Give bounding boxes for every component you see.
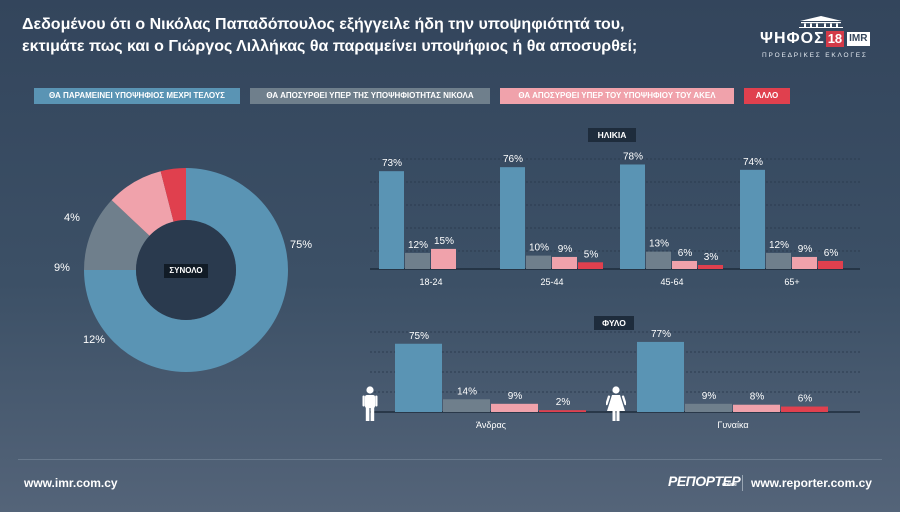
age-category-label: 18-24 [419, 277, 442, 287]
donut-slice-withdraw-nikola [84, 200, 150, 270]
donut-label-other: 4% [64, 212, 80, 224]
gender-value-label: 8% [750, 392, 765, 403]
pollster-logo: IMR [847, 32, 870, 46]
footer-divider [18, 459, 882, 460]
age-bar [620, 164, 645, 269]
reporter-logo: ΡΕΠΟΡΤΕΡ [668, 473, 741, 489]
gender-value-label: 75% [409, 331, 429, 342]
age-bar [578, 262, 603, 269]
age-bar [698, 264, 723, 269]
donut-center-label: ΣΥΝΟΛΟ [164, 264, 208, 278]
age-value-label: 9% [798, 244, 813, 255]
age-category-label: 65+ [784, 277, 799, 287]
age-bar [646, 251, 671, 269]
donut-label-withdraw-akel: 9% [54, 262, 70, 274]
age-value-label: 9% [558, 244, 573, 255]
age-bar [766, 252, 791, 269]
gender-category-label: Γυναίκα [717, 420, 748, 430]
age-bar [672, 260, 697, 269]
age-value-label: 3% [704, 252, 719, 263]
age-value-label: 73% [382, 158, 402, 169]
age-value-label: 76% [503, 154, 523, 165]
age-bar [552, 256, 577, 269]
donut-label-withdraw-nikola: 12% [83, 334, 105, 346]
legend-item-other: ΑΛΛΟ [744, 88, 790, 104]
age-value-label: 6% [824, 248, 839, 259]
gender-bar [539, 410, 586, 412]
age-bar [792, 256, 817, 269]
reporter-logo-sub: online [722, 482, 737, 488]
age-bar [526, 255, 551, 269]
age-value-label: 5% [584, 249, 599, 260]
age-category-label: 45-64 [660, 277, 683, 287]
gender-bar [733, 404, 780, 412]
gender-value-label: 2% [556, 397, 571, 408]
age-bar [379, 171, 404, 269]
age-bar [405, 252, 430, 269]
brand-logo: ΨΗΦΟΣ 18 IMR ΠΡΟΕΔΡΙΚΕΣ ΕΚΛΟΓΕΣ [760, 16, 882, 62]
gender-bar [443, 399, 490, 412]
gender-bar [491, 403, 538, 412]
age-value-label: 13% [649, 239, 669, 250]
chart-title: Δεδομένου ότι ο Νικόλας Παπαδόπουλος εξή… [22, 14, 662, 58]
age-value-label: 78% [623, 151, 643, 162]
gender-value-label: 6% [798, 394, 813, 405]
age-value-label: 15% [434, 236, 454, 247]
age-value-label: 12% [769, 240, 789, 251]
age-section-header: ΗΛΙΚΙΑ [588, 128, 636, 142]
age-bar [500, 167, 525, 269]
gender-bar [637, 341, 684, 412]
age-bar [431, 248, 456, 269]
donut-slice-remain [84, 168, 288, 372]
gender-bar [685, 403, 732, 412]
imr-website-link[interactable]: www.imr.com.cy [24, 476, 118, 490]
title-line-1: Δεδομένου ότι ο Νικόλας Παπαδόπουλος εξή… [22, 16, 625, 33]
legend-item-withdraw-nikola: ΘΑ ΑΠΟΣΥΡΘΕΙ ΥΠΕΡ ΤΗΣ ΥΠΟΨΗΦΙΟΤΗΤΑΣ ΝΙΚΟ… [250, 88, 490, 104]
donut-slice-other [160, 168, 186, 222]
age-value-label: 74% [743, 157, 763, 168]
gender-bar [395, 343, 442, 412]
age-value-label: 6% [678, 248, 693, 259]
footer-separator [742, 475, 743, 491]
gender-value-label: 77% [651, 329, 671, 340]
age-category-label: 25-44 [540, 277, 563, 287]
gender-bar [781, 406, 828, 412]
title-line-2: εκτιμάτε πως και ο Γιώργος Λιλλήκας θα π… [22, 38, 638, 55]
gender-section-header: ΦΥΛΟ [594, 316, 634, 330]
man-icon [362, 386, 378, 421]
brand-subtitle: ΠΡΟΕΔΡΙΚΕΣ ΕΚΛΟΓΕΣ [762, 52, 868, 59]
legend-item-withdraw-akel: ΘΑ ΑΠΟΣΥΡΘΕΙ ΥΠΕΡ ΤΟΥ ΥΠΟΨΗΦΙΟΥ ΤΟΥ ΑΚΕΛ [500, 88, 734, 104]
reporter-website-link[interactable]: www.reporter.com.cy [751, 476, 872, 490]
brand-name: ΨΗΦΟΣ [760, 30, 825, 47]
gender-value-label: 14% [457, 386, 477, 397]
brand-number: 18 [825, 31, 845, 47]
age-bar [740, 169, 765, 269]
gender-category-label: Άνδρας [476, 420, 507, 430]
legend-item-remain: ΘΑ ΠΑΡΑΜΕΙΝΕΙ ΥΠΟΨΗΦΙΟΣ ΜΕΧΡΙ ΤΕΛΟΥΣ [34, 88, 240, 104]
gender-value-label: 9% [508, 391, 523, 402]
age-value-label: 12% [408, 240, 428, 251]
age-bar [818, 260, 843, 269]
age-value-label: 10% [529, 243, 549, 254]
donut-label-remain: 75% [290, 239, 312, 251]
gender-chart-grid [370, 331, 860, 393]
building-icon [799, 16, 843, 28]
gender-value-label: 9% [702, 391, 717, 402]
donut-slice-withdraw-akel [111, 171, 174, 236]
woman-icon [606, 386, 626, 421]
